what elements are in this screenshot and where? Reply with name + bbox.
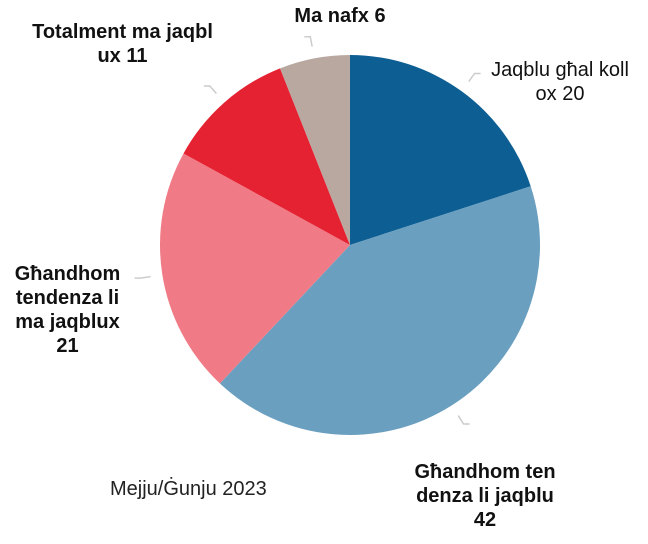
pie-slice [219,186,541,435]
pie-slice [160,153,350,384]
category-label: Jaqblu għal kollox [491,59,629,105]
category-label: Totalment ma jaqblux [32,21,213,67]
pie-slice [280,55,350,245]
leader-line [304,36,313,47]
category-label: Għandhom tendenza li ma jaqblux [14,263,121,333]
category-label: Għandhom tendenza li jaqblu [414,461,556,507]
slice-label: Totalment ma jaqblux 11 [30,20,215,68]
slice-label: Għandhom tendenza li jaqblu 42 [410,460,560,532]
leader-line [134,275,151,279]
value-label: 21 [56,335,79,357]
leader-line [203,85,217,94]
note: Mejju/Ġunju 2023 [110,478,267,500]
leader-line [457,415,470,425]
value-label: 6 [374,5,386,27]
slice-label: Għandhom tendenza li ma jaqblux 21 [10,262,125,358]
pie-slice [350,55,531,245]
slice-label: Jaqblu għal kollox 20 [490,58,630,106]
value-label: 11 [126,45,148,67]
slice-label: Ma nafx 6 [270,4,410,28]
leader-line [468,72,481,83]
value-label: 20 [562,83,585,105]
value-label: 42 [473,509,497,531]
category-label: Ma nafx [294,5,369,27]
pie-slice [183,68,350,245]
